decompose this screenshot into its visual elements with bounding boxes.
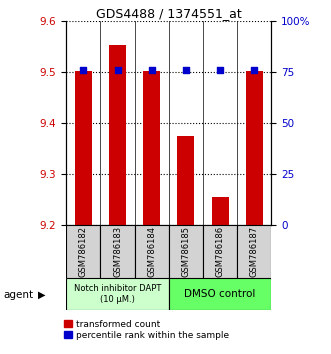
Text: GSM786182: GSM786182 [79,226,88,277]
Point [217,67,223,73]
Text: ▶: ▶ [38,290,46,299]
Text: agent: agent [3,290,33,299]
Bar [212,197,229,225]
Bar [169,225,203,278]
Title: GDS4488 / 1374551_at: GDS4488 / 1374551_at [96,7,242,20]
Text: GSM786184: GSM786184 [147,226,156,277]
Text: DMSO control: DMSO control [184,289,256,299]
Text: GSM786186: GSM786186 [215,226,225,277]
Text: GSM786183: GSM786183 [113,226,122,277]
Bar [100,225,135,278]
Legend: transformed count, percentile rank within the sample: transformed count, percentile rank withi… [64,320,229,340]
Bar [237,225,271,278]
Bar [169,278,271,310]
Bar [75,70,92,225]
Point [252,67,257,73]
Point [183,67,189,73]
Point [115,67,120,73]
Text: GSM786187: GSM786187 [250,226,259,277]
Bar [66,278,169,310]
Point [81,67,86,73]
Bar [143,70,160,225]
Bar [246,70,263,225]
Text: Notch inhibitor DAPT
(10 μM.): Notch inhibitor DAPT (10 μM.) [74,284,161,303]
Bar [66,225,100,278]
Text: GSM786185: GSM786185 [181,226,190,277]
Bar [135,225,169,278]
Bar [203,225,237,278]
Bar [109,45,126,225]
Point [149,67,154,73]
Bar [177,136,195,225]
